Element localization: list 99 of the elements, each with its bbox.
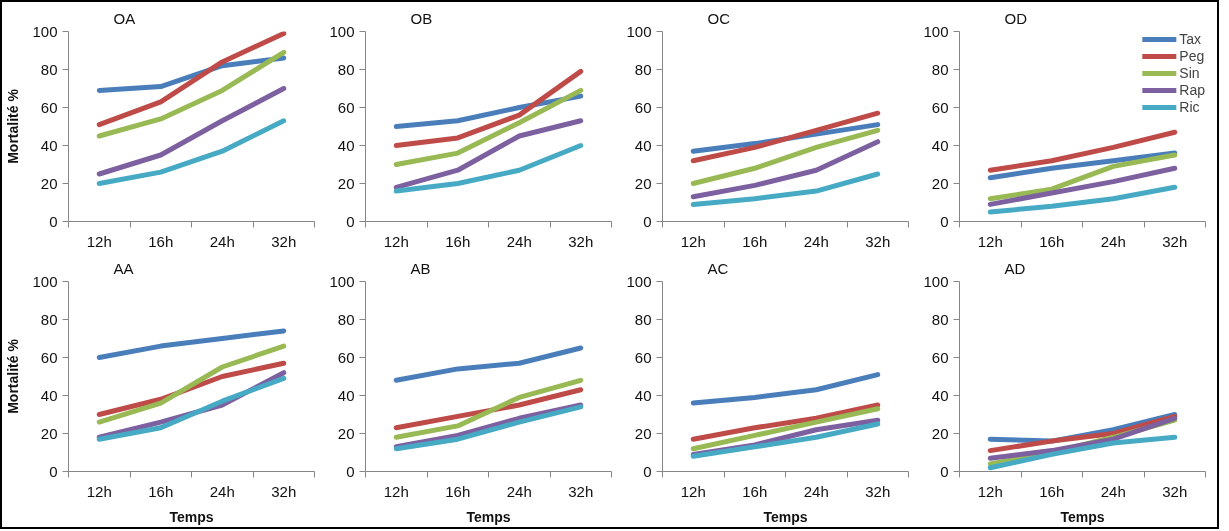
y-tick-label: 20 bbox=[931, 424, 949, 442]
x-axis-title: Temps bbox=[763, 508, 808, 525]
y-tick-label: 100 bbox=[923, 272, 949, 290]
y-tick-label: 60 bbox=[634, 348, 652, 366]
y-tick-label: 80 bbox=[634, 310, 652, 328]
y-tick-label: 80 bbox=[931, 60, 949, 78]
chart-title: OD bbox=[1004, 9, 1028, 27]
x-tick-label: 12h bbox=[680, 232, 706, 250]
y-tick-label: 60 bbox=[634, 98, 652, 116]
y-tick-label: 40 bbox=[931, 136, 949, 154]
x-tick-label: 12h bbox=[680, 482, 706, 500]
y-tick-label: 100 bbox=[329, 22, 355, 40]
x-tick-label: 32h bbox=[1162, 482, 1188, 500]
x-tick-label: 24h bbox=[1100, 232, 1126, 250]
y-tick-label: 20 bbox=[337, 424, 355, 442]
x-tick-label: 12h bbox=[977, 232, 1003, 250]
x-tick-label: 32h bbox=[865, 232, 891, 250]
y-tick-label: 60 bbox=[337, 348, 355, 366]
y-tick-label: 80 bbox=[40, 60, 58, 78]
y-tick-label: 0 bbox=[940, 462, 949, 480]
y-tick-label: 0 bbox=[49, 212, 58, 230]
x-tick-label: 32h bbox=[271, 482, 297, 500]
x-tick-label: 12h bbox=[977, 482, 1003, 500]
x-axis-title: Temps bbox=[466, 508, 511, 525]
y-tick-label: 100 bbox=[329, 272, 355, 290]
x-tick-label: 12h bbox=[86, 232, 112, 250]
x-tick-label: 16h bbox=[1039, 482, 1065, 500]
y-tick-label: 20 bbox=[634, 424, 652, 442]
y-tick-label: 20 bbox=[337, 174, 355, 192]
x-tick-label: 32h bbox=[1162, 232, 1188, 250]
y-tick-label: 100 bbox=[923, 22, 949, 40]
x-tick-label: 16h bbox=[445, 482, 471, 500]
y-tick-label: 0 bbox=[643, 462, 652, 480]
chart-title: OC bbox=[707, 9, 731, 27]
y-axis-title: Mortalité % bbox=[5, 338, 22, 414]
x-tick-label: 24h bbox=[506, 482, 532, 500]
x-tick-label: 12h bbox=[383, 232, 409, 250]
y-tick-label: 40 bbox=[931, 386, 949, 404]
legend-label: Ric bbox=[1179, 99, 1200, 115]
chart-title: AC bbox=[707, 259, 729, 277]
y-axis-title: Mortalité % bbox=[5, 88, 22, 164]
y-tick-label: 0 bbox=[643, 212, 652, 230]
y-tick-label: 80 bbox=[931, 310, 949, 328]
chart-title: OB bbox=[410, 9, 433, 27]
y-tick-label: 80 bbox=[337, 310, 355, 328]
y-tick-label: 80 bbox=[40, 310, 58, 328]
y-tick-label: 0 bbox=[49, 462, 58, 480]
y-tick-label: 100 bbox=[626, 22, 652, 40]
y-tick-label: 100 bbox=[626, 272, 652, 290]
y-tick-label: 0 bbox=[940, 212, 949, 230]
y-tick-label: 100 bbox=[32, 22, 58, 40]
x-tick-label: 32h bbox=[568, 232, 594, 250]
y-tick-label: 100 bbox=[32, 272, 58, 290]
x-tick-label: 32h bbox=[568, 482, 594, 500]
x-tick-label: 24h bbox=[803, 232, 829, 250]
y-tick-label: 60 bbox=[931, 98, 949, 116]
y-tick-label: 20 bbox=[40, 424, 58, 442]
x-axis-title: Temps bbox=[169, 508, 214, 525]
x-tick-label: 12h bbox=[86, 482, 112, 500]
y-tick-label: 20 bbox=[40, 174, 58, 192]
x-tick-label: 16h bbox=[148, 232, 174, 250]
legend-label: Tax bbox=[1179, 31, 1202, 47]
y-tick-label: 0 bbox=[346, 462, 355, 480]
y-tick-label: 80 bbox=[337, 60, 355, 78]
y-tick-label: 40 bbox=[634, 136, 652, 154]
y-tick-label: 20 bbox=[634, 174, 652, 192]
x-tick-label: 24h bbox=[209, 482, 235, 500]
legend-label: Peg bbox=[1179, 48, 1205, 64]
x-tick-label: 16h bbox=[1039, 232, 1065, 250]
chart-title: OA bbox=[113, 9, 136, 27]
x-tick-label: 16h bbox=[445, 232, 471, 250]
x-tick-label: 32h bbox=[865, 482, 891, 500]
y-tick-label: 40 bbox=[40, 386, 58, 404]
x-tick-label: 32h bbox=[271, 232, 297, 250]
y-tick-label: 40 bbox=[337, 136, 355, 154]
y-tick-label: 40 bbox=[337, 386, 355, 404]
y-tick-label: 0 bbox=[346, 212, 355, 230]
y-tick-label: 80 bbox=[634, 60, 652, 78]
y-tick-label: 40 bbox=[40, 136, 58, 154]
x-axis-title: Temps bbox=[1060, 508, 1105, 525]
y-tick-label: 60 bbox=[337, 98, 355, 116]
y-tick-label: 20 bbox=[931, 174, 949, 192]
x-tick-label: 16h bbox=[148, 482, 174, 500]
x-tick-label: 24h bbox=[803, 482, 829, 500]
y-tick-label: 60 bbox=[40, 348, 58, 366]
x-tick-label: 12h bbox=[383, 482, 409, 500]
x-tick-label: 24h bbox=[506, 232, 532, 250]
y-tick-label: 60 bbox=[931, 348, 949, 366]
x-tick-label: 24h bbox=[1100, 482, 1126, 500]
x-tick-label: 16h bbox=[742, 232, 768, 250]
y-tick-label: 40 bbox=[634, 386, 652, 404]
chart-title: AB bbox=[410, 259, 431, 277]
chart-title: AA bbox=[113, 259, 134, 277]
legend-label: Sin bbox=[1179, 65, 1200, 81]
x-tick-label: 16h bbox=[742, 482, 768, 500]
x-tick-label: 24h bbox=[209, 232, 235, 250]
chart-title: AD bbox=[1004, 259, 1026, 277]
y-tick-label: 60 bbox=[40, 98, 58, 116]
legend-label: Rap bbox=[1179, 82, 1205, 98]
